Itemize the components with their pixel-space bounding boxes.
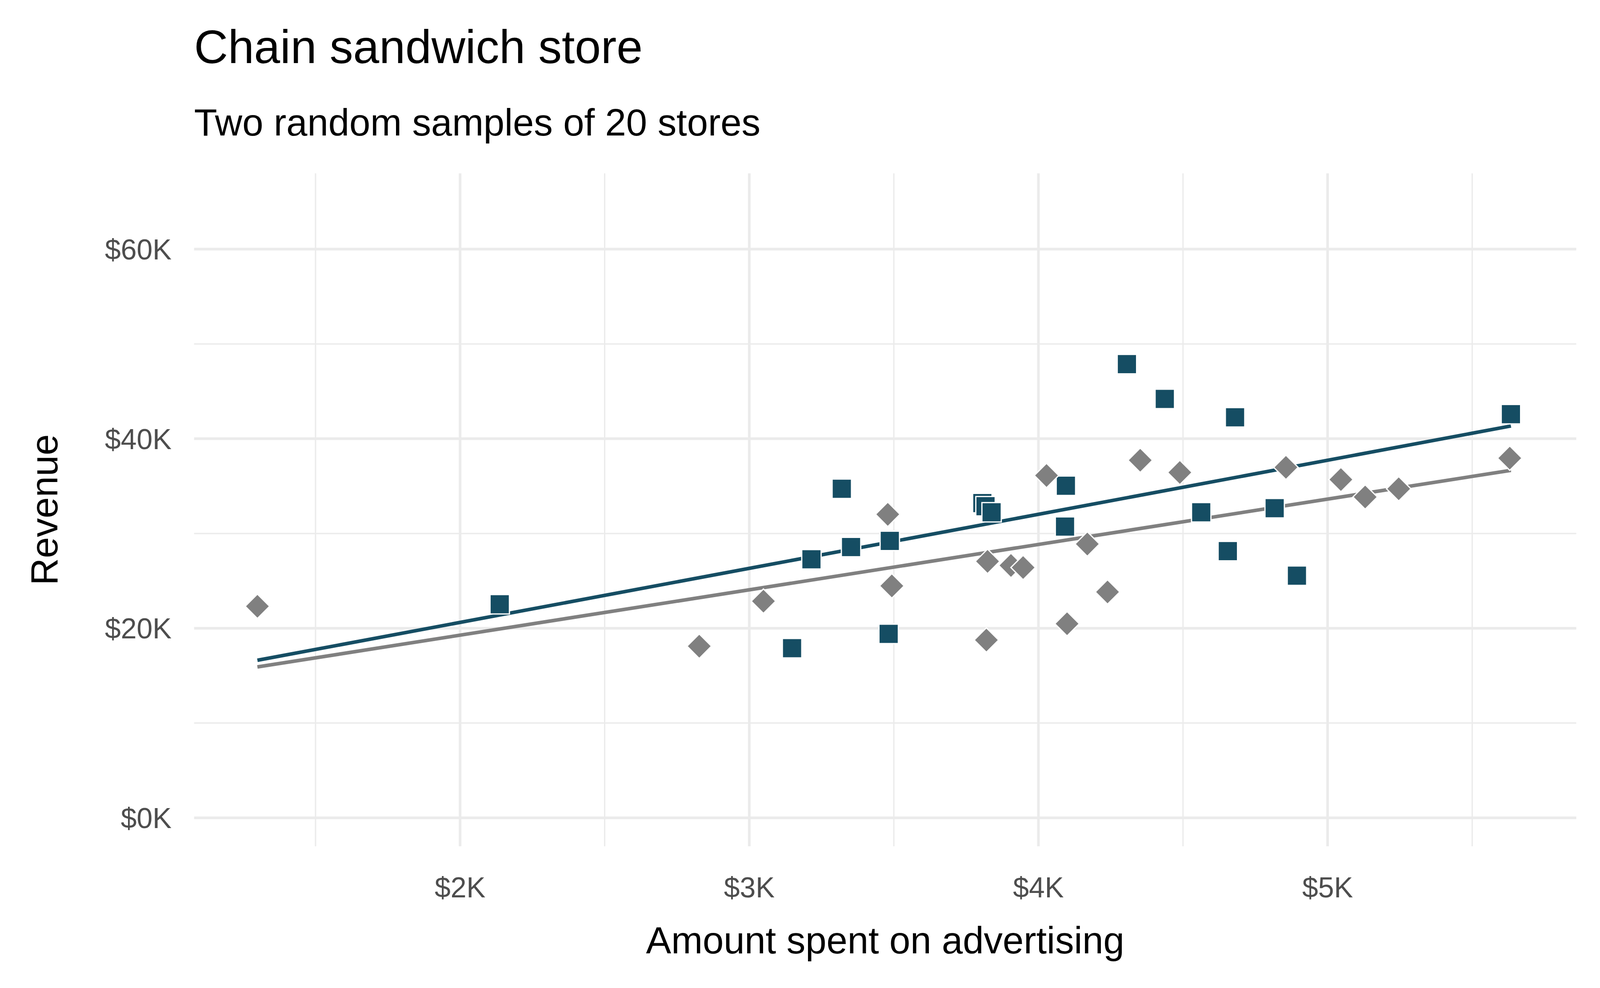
point <box>1191 502 1212 523</box>
minor-grid-line <box>1182 173 1184 847</box>
point <box>801 549 822 570</box>
point <box>1117 354 1137 375</box>
point <box>1054 611 1080 636</box>
series-points <box>490 354 1521 659</box>
grid-line <box>458 173 462 847</box>
chart: $2K $3K $4K $5K $0K $20K $40K $60K Chain sandwic… <box>0 0 1600 988</box>
point <box>1497 446 1522 471</box>
point <box>1328 467 1353 492</box>
point <box>1075 532 1100 557</box>
point <box>975 549 1000 574</box>
series-points <box>245 446 1523 659</box>
point <box>1218 541 1238 562</box>
grid-line <box>194 816 1577 820</box>
grid-line <box>194 248 1577 251</box>
plot-area <box>245 354 1523 668</box>
minor-grid-line <box>194 343 1577 345</box>
trend-line <box>257 470 1511 668</box>
point <box>1155 389 1175 409</box>
grid-line <box>1036 173 1040 847</box>
point <box>245 594 270 619</box>
grid-line <box>194 437 1577 441</box>
point <box>832 479 852 499</box>
point <box>490 594 510 615</box>
point <box>687 634 712 659</box>
point <box>1034 463 1059 488</box>
point <box>1010 555 1036 580</box>
point <box>1352 484 1378 510</box>
point <box>782 638 802 659</box>
minor-grid-line <box>194 722 1577 724</box>
trend-line <box>257 426 1511 661</box>
subtitle: Two random samples of 20 stores <box>194 101 761 144</box>
point <box>1055 517 1076 537</box>
point <box>1386 476 1412 502</box>
point <box>1273 455 1299 480</box>
y-tick-label: $40K <box>104 423 172 456</box>
point <box>875 502 900 527</box>
point <box>880 531 900 552</box>
point <box>879 573 904 599</box>
minor-grid-line <box>604 173 606 847</box>
x-tick-label: $4K <box>1012 872 1064 904</box>
x-axis-label: Amount spent on advertising <box>646 919 1125 962</box>
point <box>1225 408 1245 428</box>
y-tick-label: $20K <box>104 612 172 645</box>
point <box>1287 566 1307 586</box>
point <box>1095 580 1120 605</box>
point <box>1128 448 1153 473</box>
y-tick-label: $60K <box>104 233 172 266</box>
point <box>1264 498 1285 519</box>
point <box>1501 404 1521 424</box>
grid <box>194 173 1577 847</box>
x-tick-label: $5K <box>1302 872 1353 904</box>
minor-grid-line <box>1471 173 1473 847</box>
minor-grid-line <box>314 173 316 847</box>
title: Chain sandwich store <box>194 20 643 73</box>
point <box>981 502 1002 523</box>
y-tick-label: $0K <box>120 802 172 835</box>
point <box>751 589 776 614</box>
grid-line <box>748 173 751 847</box>
point <box>974 628 999 653</box>
x-tick-label: $2K <box>434 872 486 904</box>
point <box>1167 460 1192 485</box>
point <box>1056 476 1076 496</box>
y-axis-label: Revenue <box>23 434 66 586</box>
point <box>879 624 899 644</box>
point <box>841 537 861 558</box>
x-tick-label: $3K <box>724 872 775 904</box>
grid-line <box>1326 173 1329 847</box>
